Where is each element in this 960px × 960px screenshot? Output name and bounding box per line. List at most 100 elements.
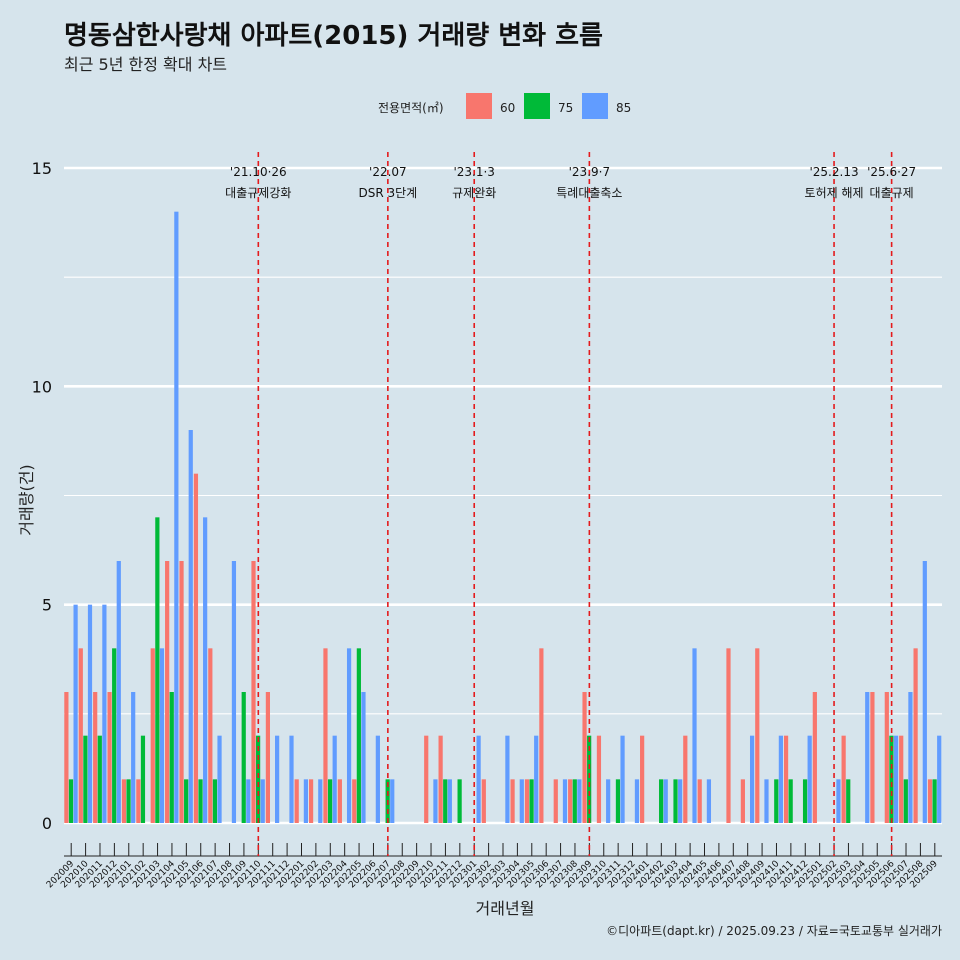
bar-85-202305 xyxy=(534,735,539,823)
bar-75-202410 xyxy=(774,779,779,823)
event-label: 대출규제 xyxy=(870,186,914,200)
bar-85-202303 xyxy=(505,735,510,823)
bar-85-202404 xyxy=(692,648,697,823)
bar-60-202302 xyxy=(481,779,486,823)
bar-85-202507 xyxy=(908,692,913,823)
bar-75-202103 xyxy=(155,517,160,823)
bar-75-202402 xyxy=(659,779,664,823)
bar-85-202012 xyxy=(116,561,121,823)
legend-swatch-75 xyxy=(524,93,550,119)
event-label: 특례대출축소 xyxy=(556,186,622,200)
bar-75-202503 xyxy=(846,779,851,823)
legend-swatch-60 xyxy=(466,93,492,119)
bar-85-202301 xyxy=(476,735,481,823)
y-tick-label: 5 xyxy=(42,596,52,615)
y-axis-label: 거래량(건) xyxy=(17,464,36,535)
bar-60-202304 xyxy=(510,779,515,823)
bar-75-202211 xyxy=(443,779,448,823)
y-tick-label: 10 xyxy=(32,377,52,396)
chart-subtitle: 최근 5년 한정 확대 차트 xyxy=(64,55,227,74)
bar-75-202110 xyxy=(256,735,261,823)
chart-title: 명동삼한사랑채 아파트(2015) 거래량 변화 흐름 xyxy=(64,21,603,51)
bar-85-202307 xyxy=(562,779,568,823)
bar-60-202101 xyxy=(121,779,127,823)
x-axis-label: 거래년월 xyxy=(476,899,535,918)
bar-75-202011 xyxy=(97,735,102,823)
bar-60-202103 xyxy=(150,648,155,823)
bar-60-202305 xyxy=(524,779,530,823)
bar-75-202012 xyxy=(112,648,117,823)
bar-60-202309 xyxy=(582,692,587,823)
bar-60-202202 xyxy=(308,779,314,823)
bar-75-202010 xyxy=(83,735,88,823)
bar-75-202101 xyxy=(126,779,131,823)
bar-85-202311 xyxy=(620,735,625,823)
bar-60-202205 xyxy=(352,779,357,823)
y-tick-label: 0 xyxy=(42,814,52,833)
event-date: '23.1·3 xyxy=(453,165,494,179)
bar-60-202105 xyxy=(179,561,184,823)
bar-60-202401 xyxy=(640,735,645,823)
bar-60-202210 xyxy=(424,735,429,823)
bar-75-202203 xyxy=(327,779,333,823)
bar-85-202112 xyxy=(289,735,294,823)
bar-85-202109 xyxy=(246,779,251,823)
bar-85-202203 xyxy=(332,735,337,823)
bar-60-202507 xyxy=(899,735,904,823)
bar-60-202409 xyxy=(755,648,760,823)
bar-60-202503 xyxy=(841,735,846,823)
event-date: '25.2.13 xyxy=(809,165,858,179)
event-label: DSR 3단계 xyxy=(358,186,417,200)
bar-85-202101 xyxy=(131,692,136,823)
bar-75-202506 xyxy=(889,735,894,823)
bar-85-202410 xyxy=(778,735,783,823)
bar-60-202203 xyxy=(323,648,328,823)
legend-label-75: 75 xyxy=(558,101,573,115)
bar-60-202010 xyxy=(78,648,83,823)
bar-60-202107 xyxy=(208,648,213,823)
bar-85-202011 xyxy=(102,604,107,823)
bar-60-202306 xyxy=(539,648,544,823)
bar-75-202107 xyxy=(212,779,218,823)
bar-75-202106 xyxy=(198,779,203,823)
bar-75-202507 xyxy=(903,779,908,823)
bar-75-202411 xyxy=(788,779,793,823)
bar-60-202111 xyxy=(265,692,271,823)
bar-75-202212 xyxy=(457,779,462,823)
bar-85-202205 xyxy=(361,692,366,823)
bar-85-202210 xyxy=(433,779,438,823)
bar-85-202408 xyxy=(749,735,755,823)
bar-75-202311 xyxy=(615,779,621,823)
event-label: 대출규제강화 xyxy=(225,186,291,200)
legend: 전용면적(㎡) 60 75 85 xyxy=(378,93,631,119)
bar-60-202404 xyxy=(683,735,688,823)
bar-75-202403 xyxy=(673,779,678,823)
bar-60-202407 xyxy=(726,648,731,823)
bar-60-202211 xyxy=(438,735,443,823)
bar-60-202201 xyxy=(294,779,299,823)
bar-60-202110 xyxy=(251,561,256,823)
bar-85-202110 xyxy=(260,779,265,823)
event-date: '22.07 xyxy=(369,165,407,179)
event-date: '25.6·27 xyxy=(867,165,916,179)
y-tick-label: 15 xyxy=(32,159,52,178)
bar-85-202103 xyxy=(159,648,165,823)
bar-85-202310 xyxy=(606,779,611,823)
bar-85-202105 xyxy=(188,430,193,823)
bar-85-202009 xyxy=(73,604,78,823)
bar-75-202104 xyxy=(169,692,174,823)
bar-85-202312 xyxy=(634,779,640,823)
bar-85-202202 xyxy=(318,779,323,823)
legend-label-60: 60 xyxy=(500,101,515,115)
bar-85-202010 xyxy=(87,604,93,823)
y-axis-ticks: 0 5 10 15 xyxy=(32,159,52,833)
bar-85-202204 xyxy=(346,648,352,823)
bar-75-202305 xyxy=(529,779,534,823)
event-label: 규제완화 xyxy=(452,186,496,200)
bar-60-202106 xyxy=(193,473,199,823)
bar-60-202411 xyxy=(783,735,789,823)
bar-60-202505 xyxy=(870,692,875,823)
bar-85-202504 xyxy=(865,692,870,823)
bar-60-202506 xyxy=(884,692,889,823)
